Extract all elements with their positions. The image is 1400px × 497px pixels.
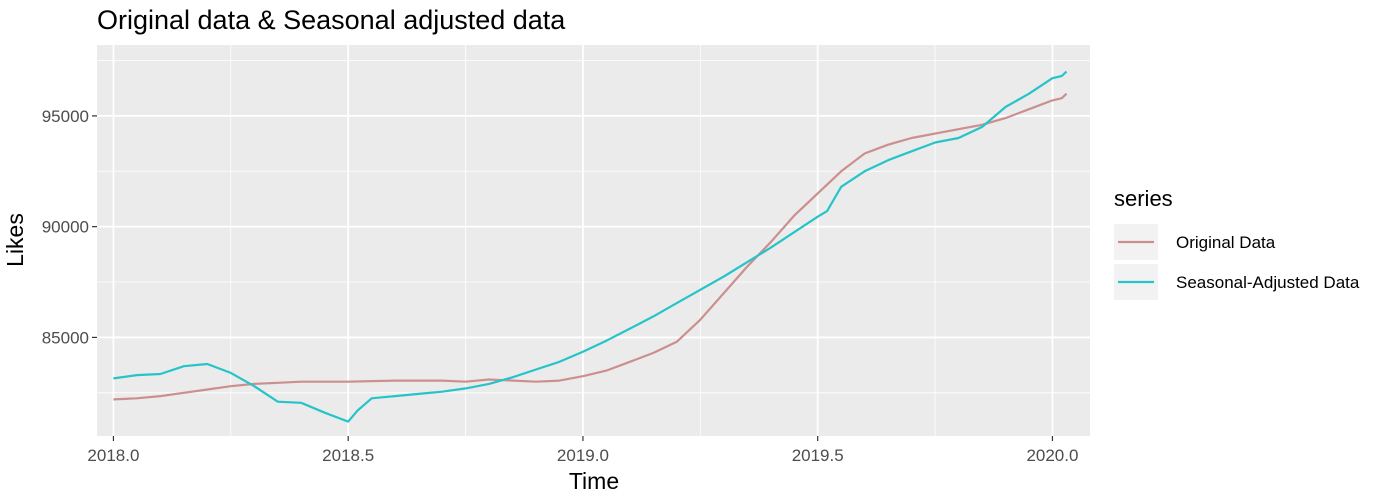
legend-items: Original Data Seasonal-Adjusted Data — [1114, 224, 1360, 300]
y-tick-label: 95000 — [42, 107, 89, 126]
y-axis: 85000 90000 95000 — [42, 107, 97, 347]
series-line-2 — [113, 70, 1068, 423]
series-line-1 — [113, 92, 1068, 401]
legend-label-2: Seasonal-Adjusted Data — [1176, 273, 1360, 292]
y-tick-label: 90000 — [42, 218, 89, 237]
y-axis-title: Likes — [2, 213, 28, 267]
legend-label-1: Original Data — [1176, 233, 1276, 252]
x-tick-label: 2020.0 — [1026, 446, 1078, 465]
series-lines — [113, 70, 1068, 423]
y-tick-label: 85000 — [42, 328, 89, 347]
major-gridlines — [97, 45, 1090, 436]
x-tick-label: 2019.5 — [792, 446, 844, 465]
chart-title: Original data & Seasonal adjusted data — [97, 5, 566, 35]
x-tick-label: 2019.0 — [557, 446, 609, 465]
legend-title: series — [1114, 186, 1173, 211]
x-tick-label: 2018.5 — [322, 446, 374, 465]
x-axis-title: Time — [569, 468, 619, 494]
legend: series Original Data Seasonal-Adjusted Da… — [1114, 186, 1360, 300]
plot-panel — [97, 45, 1090, 436]
x-axis: 2018.0 2018.5 2019.0 2019.5 2020.0 — [87, 436, 1078, 465]
x-tick-label: 2018.0 — [87, 446, 139, 465]
